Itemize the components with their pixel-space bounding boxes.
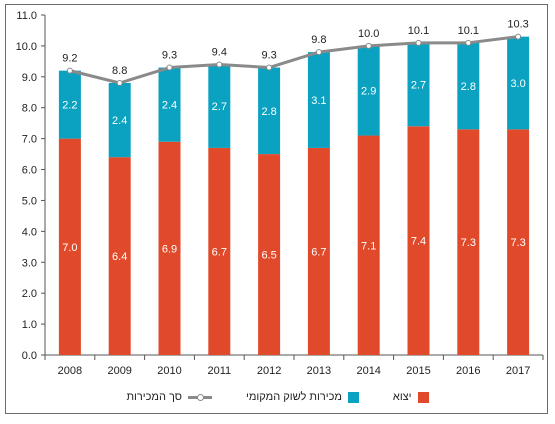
y-tick-label: 10.0 (16, 41, 37, 53)
data-label-total-sales: 8.8 (112, 65, 127, 77)
data-label-total-sales: 10.0 (358, 28, 379, 40)
bar-local-sales (457, 42, 480, 130)
legend-swatch-export (417, 391, 429, 403)
data-label-local-sales: 2.8 (261, 106, 276, 118)
bar-export (108, 157, 131, 355)
data-label-local-sales: 2.4 (112, 115, 127, 127)
data-label-export: 7.1 (361, 240, 376, 252)
data-label-export: 6.5 (261, 250, 276, 262)
data-label-local-sales: 2.9 (361, 86, 376, 98)
total-sales-point (365, 42, 372, 49)
data-label-total-sales: 9.3 (162, 50, 177, 62)
x-tick-label: 2014 (356, 365, 380, 377)
data-label-local-sales: 2.4 (162, 100, 177, 112)
legend-item-local: מכירות לשוק המקומי (246, 391, 359, 403)
x-tick-label: 2011 (207, 365, 231, 377)
data-label-local-sales: 3.1 (311, 95, 326, 107)
data-label-total-sales: 9.2 (62, 53, 77, 65)
x-tick-label: 2012 (257, 365, 281, 377)
bar-export (258, 154, 281, 355)
data-label-local-sales: 2.7 (212, 101, 227, 113)
bar-local-sales (158, 67, 181, 142)
y-tick-label: 2.0 (22, 288, 37, 300)
data-label-local-sales: 2.8 (461, 81, 476, 93)
bar-local-sales (58, 70, 81, 139)
bar-export (58, 138, 81, 355)
data-label-local-sales: 2.7 (411, 80, 426, 92)
data-label-export: 6.4 (112, 251, 127, 263)
total-sales-point (515, 33, 522, 40)
total-sales-point (465, 39, 472, 46)
data-label-export: 6.9 (162, 243, 177, 255)
data-label-export: 7.3 (510, 237, 525, 249)
data-label-total-sales: 9.4 (212, 46, 227, 58)
bar-export (357, 135, 380, 355)
data-label-export: 7.3 (461, 237, 476, 249)
x-tick-label: 2017 (506, 365, 530, 377)
legend-label-total: סך המכירות (126, 391, 182, 403)
bar-local-sales (357, 45, 380, 136)
x-tick-label: 2016 (456, 365, 480, 377)
total-sales-point (216, 61, 223, 68)
y-tick-label: 3.0 (22, 257, 37, 269)
data-label-total-sales: 10.1 (458, 25, 479, 37)
y-tick-label: 5.0 (22, 195, 37, 207)
y-tick-label: 0.0 (22, 350, 37, 362)
legend-label-export: יצוא (392, 391, 412, 403)
total-sales-point (266, 64, 273, 71)
y-tick-label: 8.0 (22, 103, 37, 115)
bar-local-sales (307, 52, 330, 148)
total-sales-line (69, 35, 519, 85)
legend-swatch-total (188, 392, 212, 402)
bar-local-sales (507, 36, 530, 130)
total-sales-point (116, 80, 123, 86)
data-label-export: 7.4 (411, 236, 426, 248)
data-label-total-sales: 10.1 (408, 25, 429, 37)
data-label-export: 6.7 (212, 246, 227, 258)
bar-export (158, 141, 181, 355)
x-tick-label: 2008 (58, 365, 82, 377)
bar-export (407, 126, 430, 355)
bar-local-sales (208, 64, 231, 148)
legend-item-export: יצוא (393, 391, 429, 403)
x-tick-label: 2010 (157, 365, 181, 377)
bar-export (208, 147, 231, 355)
total-sales-point (166, 64, 173, 71)
bar-export (307, 147, 330, 355)
y-tick-label: 9.0 (22, 72, 37, 84)
legend: יצוא מכירות לשוק המקומי סך המכירות (0, 388, 555, 406)
bar-local-sales (407, 42, 430, 127)
legend-swatch-local (347, 391, 359, 403)
bar-export (457, 129, 480, 355)
data-label-total-sales: 10.3 (507, 19, 528, 31)
total-sales-point (66, 67, 73, 74)
legend-label-local: מכירות לשוק המקומי (246, 391, 342, 403)
x-tick-label: 2015 (406, 365, 430, 377)
data-label-local-sales: 2.2 (62, 100, 77, 112)
total-sales-point (415, 39, 422, 46)
data-label-total-sales: 9.8 (311, 34, 326, 46)
bar-local-sales (108, 83, 131, 158)
y-tick-label: 4.0 (22, 226, 37, 238)
data-label-total-sales: 9.3 (261, 50, 276, 62)
bar-export (507, 129, 530, 355)
bar-local-sales (258, 67, 281, 155)
legend-item-total: סך המכירות (126, 391, 212, 403)
data-label-local-sales: 3.0 (510, 78, 525, 90)
data-label-export: 6.7 (311, 246, 326, 258)
y-tick-label: 6.0 (22, 165, 37, 177)
y-tick-label: 1.0 (22, 319, 37, 331)
x-tick-label: 2009 (107, 365, 131, 377)
y-tick-label: 7.0 (22, 134, 37, 146)
data-label-export: 7.0 (62, 242, 77, 254)
x-tick-label: 2013 (307, 365, 331, 377)
y-tick-label: 11.0 (16, 10, 37, 22)
total-sales-point (315, 49, 322, 56)
